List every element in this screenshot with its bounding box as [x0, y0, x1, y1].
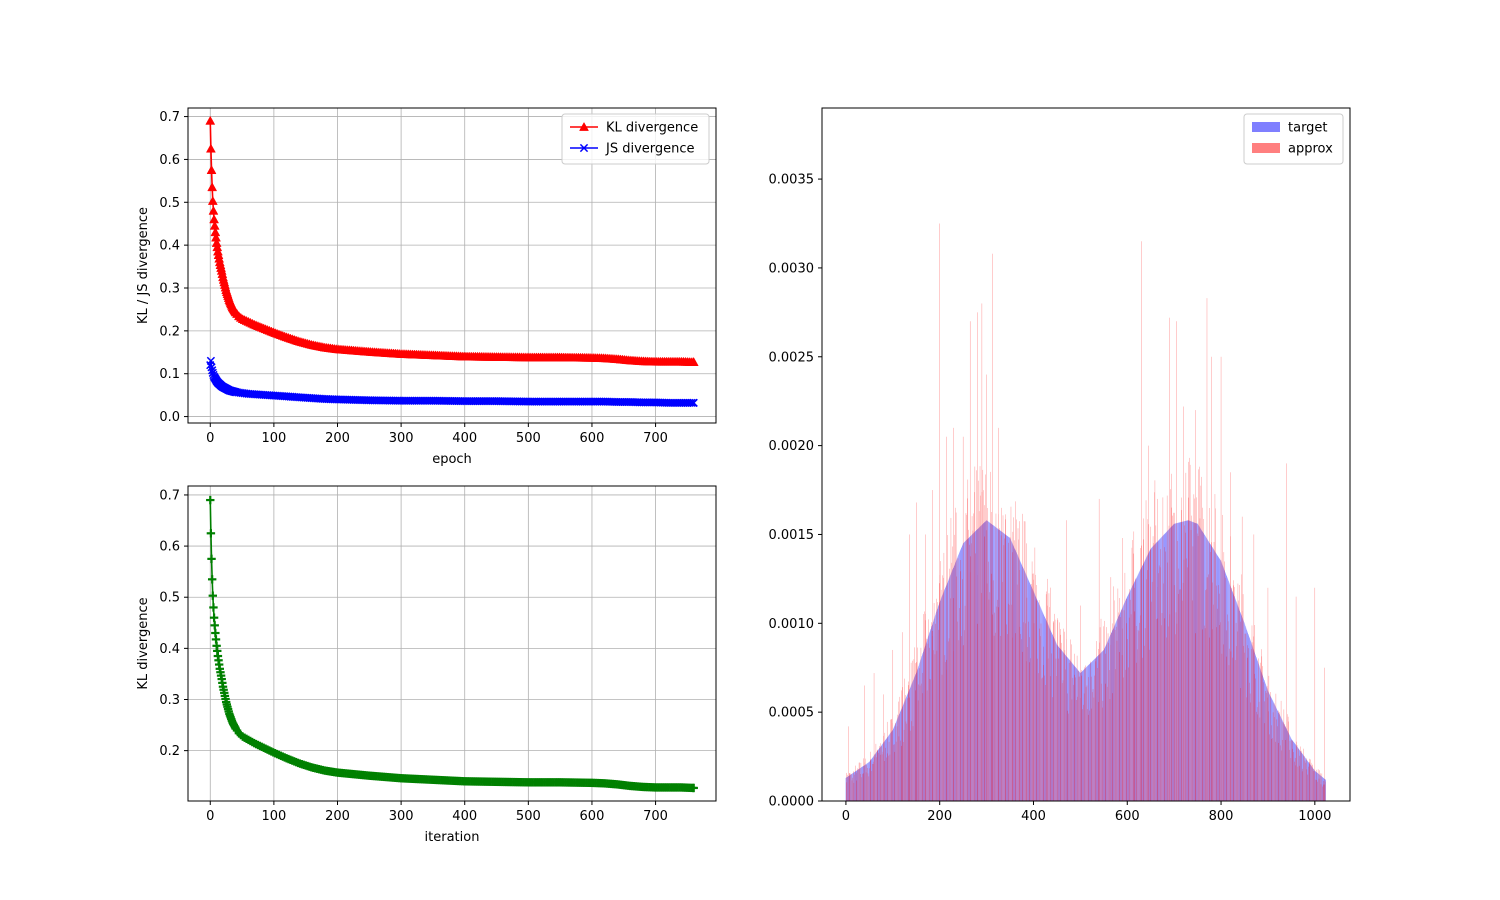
marker-stroke	[687, 398, 696, 407]
histogram-y-tick-label: 0.0000	[769, 795, 815, 810]
histogram-y-tick-label: 0.0015	[769, 528, 815, 543]
kl-js-chart-x-tick-label: 400	[452, 431, 477, 446]
histogram-y-tick-label: 0.0035	[769, 173, 815, 188]
kl-js-chart-x-tick-label: 600	[580, 431, 605, 446]
js-point-marker	[689, 398, 698, 407]
kl-iteration-chart-y-tick-label: 0.7	[159, 488, 180, 503]
kl-iteration-chart-x-tick-label: 600	[580, 809, 605, 824]
histogram-x-tick-label: 200	[927, 809, 952, 824]
legend-box	[561, 113, 710, 165]
js-point-marker	[687, 398, 696, 407]
kl-iteration-point-marker	[689, 783, 698, 793]
kl-iteration-point-marker	[209, 603, 218, 612]
kl-point-marker	[205, 143, 216, 153]
kl-point-marker	[206, 165, 217, 174]
kl-point-marker	[208, 205, 219, 215]
marker-stroke	[208, 368, 217, 377]
legend-label: KL divergence	[606, 121, 698, 136]
marker-stroke	[209, 370, 218, 380]
kl-point-marker	[209, 214, 220, 224]
legend-swatch	[1252, 122, 1280, 132]
kl-js-chart-x-tick-label: 200	[325, 431, 350, 446]
kl-iteration-chart-axes-frame	[187, 485, 717, 802]
kl-js-chart-legend: KL divergence JS divergence	[561, 113, 710, 165]
histogram-y-tick-label: 0.0020	[769, 439, 815, 454]
histogram-legend: target approx	[1243, 113, 1344, 165]
kl-iteration-chart-y-tick-label: 0.2	[159, 744, 180, 759]
kl-js-chart-x-tick-label: 300	[389, 431, 414, 446]
kl-js-chart-y-tick-label: 0.7	[159, 110, 180, 125]
kl-iteration-chart-x-tick-label: 400	[452, 809, 477, 824]
histogram-y-tick-label: 0.0005	[769, 706, 815, 721]
kl-iteration-chart-x-axis-label: iteration	[425, 830, 480, 845]
js-point-marker	[208, 366, 217, 375]
kl-iteration-point-marker	[210, 621, 219, 630]
kl-iteration-chart-x-tick-label: 300	[389, 809, 414, 824]
kl-iteration-chart-y-axis-label: KL divergence	[136, 597, 151, 689]
kl-iteration-chart-series-0	[206, 495, 698, 793]
histogram-y-tick-label: 0.0025	[769, 350, 815, 365]
js-point-marker	[579, 143, 589, 153]
kl-iteration-chart-x-tick-label: 100	[261, 809, 286, 824]
kl-js-chart-y-tick-label: 0.2	[159, 324, 180, 339]
kl-point-marker	[688, 357, 699, 366]
kl-iteration-point-marker	[209, 613, 219, 622]
marker-stroke	[208, 366, 217, 375]
histogram-x-tick-label: 600	[1115, 809, 1140, 824]
histogram-axes-frame	[821, 107, 1351, 802]
kl-point-marker	[579, 121, 589, 131]
kl-iteration-point-marker	[207, 575, 217, 584]
kl-iteration-chart-x-tick-label: 200	[325, 809, 350, 824]
kl-point-marker	[207, 182, 218, 192]
kl-iteration-chart-x-tick-label: 500	[516, 809, 541, 824]
kl-iteration-chart-y-tick-label: 0.6	[159, 540, 180, 555]
kl-iteration-chart-y-tick-label: 0.5	[159, 591, 180, 606]
marker-stroke	[689, 398, 698, 407]
kl-js-chart-y-tick-label: 0.5	[159, 196, 180, 211]
kl-js-chart-series-0	[205, 115, 699, 366]
kl-iteration-chart-y-tick-label: 0.4	[159, 642, 180, 657]
legend-label: JS divergence	[605, 142, 695, 157]
legend-swatch	[1252, 143, 1280, 153]
kl-js-chart-series-1	[206, 356, 698, 407]
kl-iteration-chart-y-tick-label: 0.3	[159, 693, 180, 708]
kl-js-chart-x-tick-label: 100	[261, 431, 286, 446]
kl-js-chart-y-tick-label: 0.4	[159, 239, 180, 254]
histogram-y-tick-label: 0.0030	[769, 261, 815, 276]
histogram-x-tick-label: 800	[1209, 809, 1234, 824]
kl-js-chart-y-tick-label: 0.1	[159, 367, 180, 382]
kl-js-chart-x-tick-label: 500	[516, 431, 541, 446]
kl-js-chart-x-tick-label: 0	[206, 431, 214, 446]
kl-js-chart-y-axis-label: KL / JS divergence	[136, 207, 151, 324]
kl-iteration-chart-x-tick-label: 0	[206, 809, 214, 824]
legend-label: target	[1288, 121, 1328, 136]
histogram-x-tick-label: 1000	[1298, 809, 1331, 824]
kl-js-chart-y-tick-label: 0.3	[159, 282, 180, 297]
kl-point-marker	[205, 115, 216, 125]
legend-label: approx	[1288, 142, 1333, 157]
kl-iteration-point-marker	[208, 591, 218, 600]
kl-iteration-chart-x-tick-label: 700	[643, 809, 668, 824]
histogram-x-tick-label: 0	[842, 809, 850, 824]
approx-bars	[846, 223, 1326, 801]
kl-iteration-point-marker	[206, 529, 216, 538]
kl-js-chart-x-tick-label: 700	[643, 431, 668, 446]
kl-iteration-chart-series-line	[209, 500, 694, 789]
kl-js-chart-axes-frame	[187, 107, 717, 424]
histogram-y-tick-label: 0.0010	[769, 617, 815, 632]
histogram-x-tick-label: 400	[1021, 809, 1046, 824]
kl-point-marker	[207, 195, 218, 205]
kl-js-chart-y-tick-label: 0.0	[159, 410, 180, 425]
kl-iteration-point-marker	[206, 495, 215, 505]
kl-js-chart-x-axis-label: epoch	[432, 452, 472, 467]
marker-stroke	[579, 143, 589, 153]
kl-js-chart-y-tick-label: 0.6	[159, 153, 180, 168]
kl-iteration-point-marker	[207, 554, 216, 564]
